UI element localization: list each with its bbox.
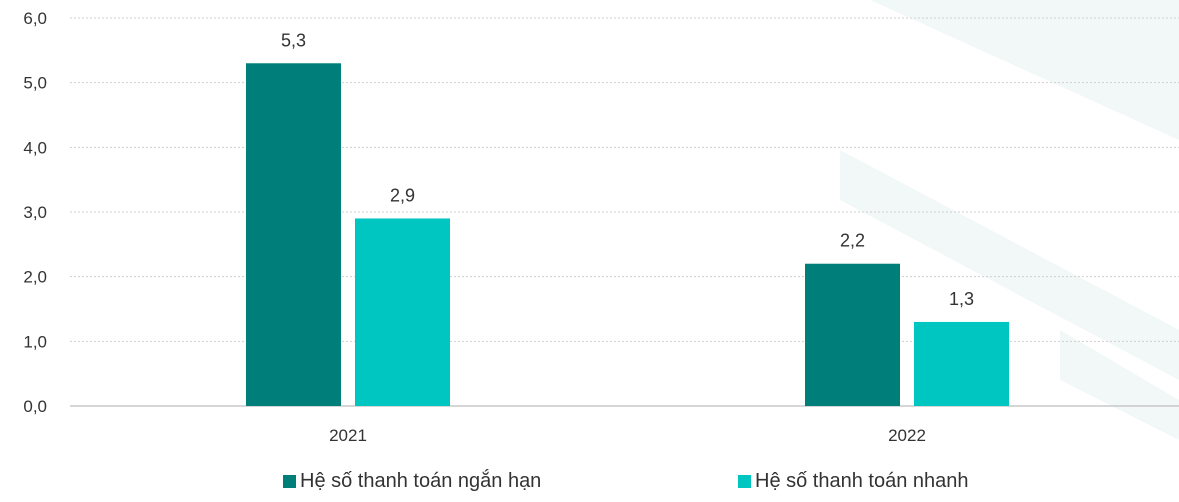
x-tick-label: 2022 [888,426,926,445]
bar [914,321,1009,406]
bars [246,63,1009,407]
legend-label: Hệ số thanh toán ngắn hạn [300,470,542,492]
bar-value-label: 2,9 [390,185,415,205]
y-tick-label: 0,0 [23,397,47,416]
data-labels: 5,3 2,9 2,2 1,3 [281,30,974,309]
y-tick-label: 6,0 [23,9,47,28]
y-tick-label: 2,0 [23,268,47,287]
legend-swatch [738,475,751,488]
x-tick-label: 2021 [329,426,367,445]
bar [355,218,450,406]
legend-label: Hệ số thanh toán nhanh [755,470,969,492]
x-axis-tick-labels: 2021 2022 [329,426,926,445]
y-tick-label: 3,0 [23,203,47,222]
y-tick-label: 5,0 [23,74,47,93]
bar-value-label: 1,3 [949,289,974,309]
y-tick-label: 4,0 [23,138,47,157]
y-tick-label: 1,0 [23,332,47,351]
legend-item-quick-ratio: Hệ số thanh toán nhanh [738,470,969,493]
y-axis-tick-labels: 0,0 1,0 2,0 3,0 4,0 5,0 6,0 [23,9,47,416]
bar [246,63,341,407]
background-watermark [840,0,1179,440]
legend: Hệ số thanh toán ngắn hạn Hệ số thanh to… [0,470,1179,494]
legend-item-short-term-ratio: Hệ số thanh toán ngắn hạn [283,470,541,493]
bar-value-label: 5,3 [281,30,306,50]
gridlines [70,17,1179,407]
bar-value-label: 2,2 [840,231,865,251]
bar [805,263,900,406]
legend-swatch [283,475,296,488]
